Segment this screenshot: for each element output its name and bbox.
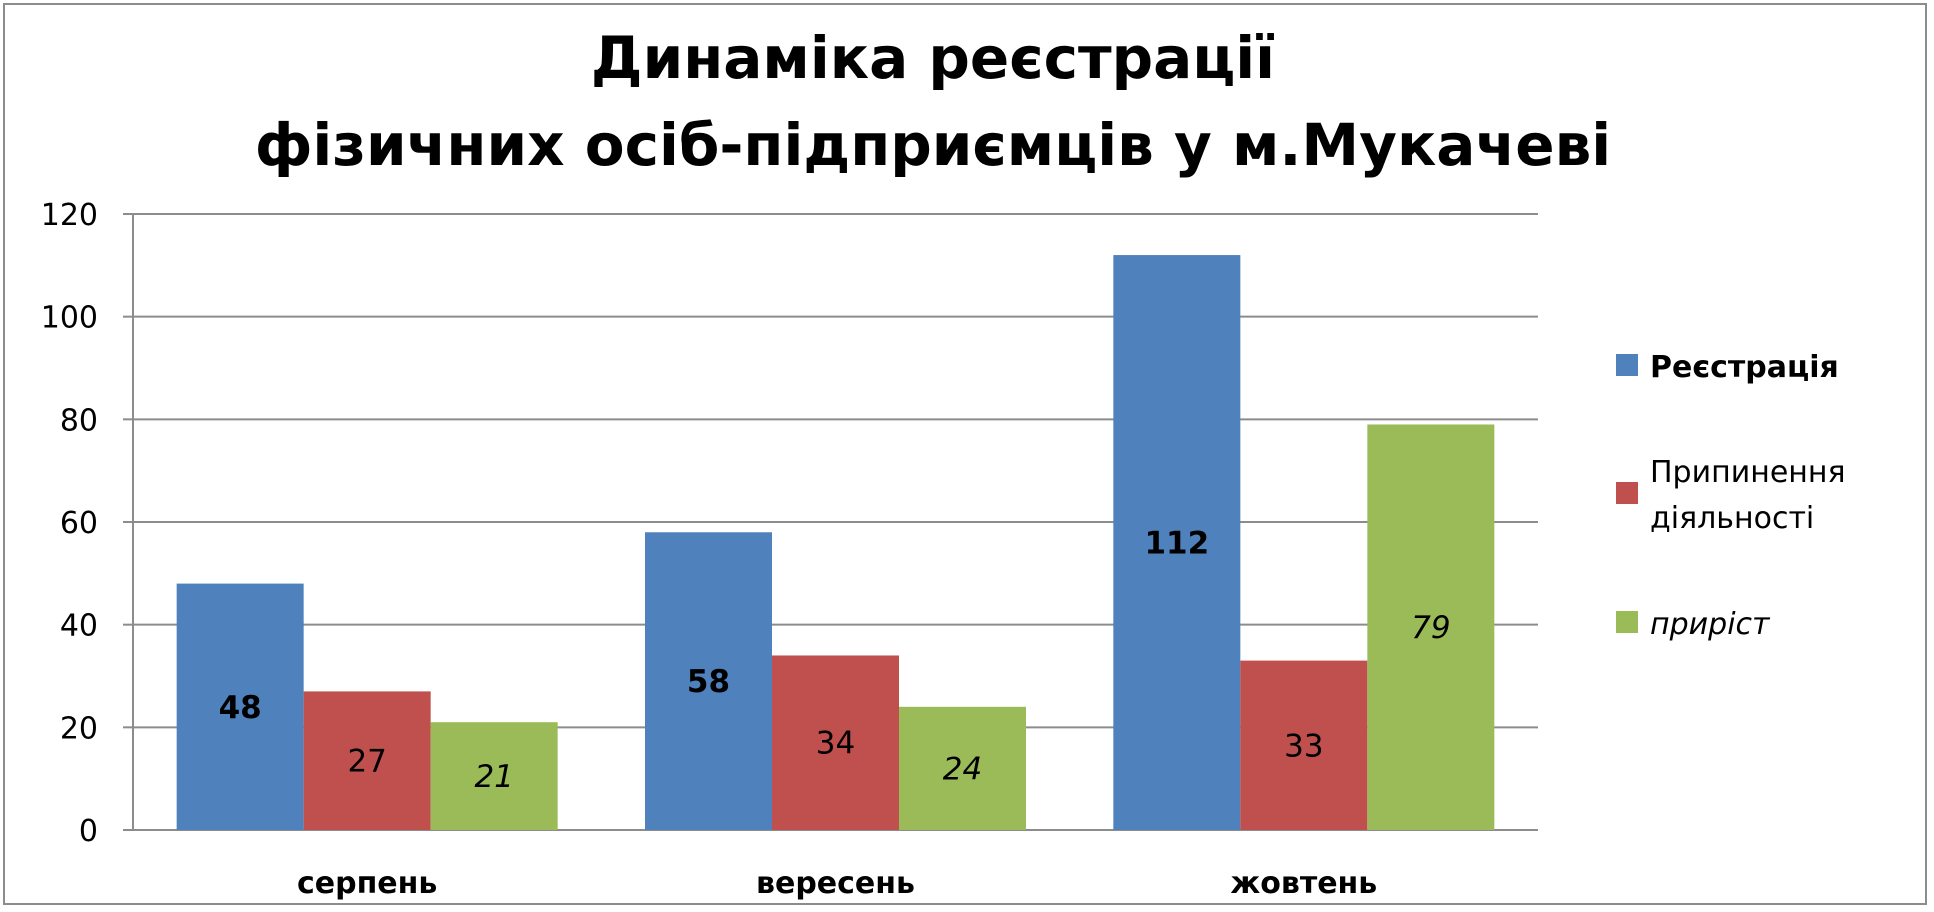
legend-label: Припинення — [1650, 455, 1846, 490]
bar — [899, 706, 1026, 830]
legend-swatch — [1616, 354, 1638, 376]
chart-title-line-1: Динаміка реєстрації — [591, 24, 1275, 92]
y-tick-label: 40 — [60, 609, 98, 644]
bar — [1113, 255, 1241, 831]
legend-label: Реєстрація — [1650, 350, 1839, 385]
bar — [645, 532, 772, 830]
chart-title: Динаміка реєстрації фізичних осіб-підпри… — [255, 24, 1611, 179]
data-label: 27 — [347, 744, 386, 780]
data-label: 79 — [1411, 610, 1450, 646]
y-tick-label: 120 — [41, 198, 98, 233]
y-axis-ticks: 0 20 40 60 80 100 120 — [41, 198, 98, 849]
bar — [430, 722, 558, 830]
x-category-label: жовтень — [1230, 866, 1377, 901]
legend-label: приріст — [1650, 607, 1771, 642]
data-labels: 48 27 21 58 34 24 112 33 79 — [219, 526, 1451, 796]
data-label: 48 — [219, 690, 262, 726]
bar — [176, 583, 304, 830]
bar — [1367, 424, 1495, 830]
legend: Реєстрація Припинення діяльності приріст — [1616, 350, 1846, 642]
data-label: 58 — [687, 664, 730, 700]
data-label: 24 — [943, 751, 982, 787]
y-tick-label: 0 — [79, 814, 98, 849]
chart-title-line-2: фізичних осіб-підприємців у м.Мукачеві — [255, 111, 1611, 179]
legend-swatch — [1616, 611, 1638, 633]
y-tick-label: 100 — [41, 301, 98, 336]
data-label: 34 — [816, 726, 855, 762]
data-label: 33 — [1284, 728, 1323, 764]
y-tick-label: 60 — [60, 506, 98, 541]
bar — [303, 691, 431, 830]
legend-swatch — [1616, 482, 1638, 504]
legend-label: діяльності — [1650, 501, 1814, 536]
y-tick-label: 20 — [60, 711, 98, 746]
x-category-label: серпень — [297, 866, 437, 901]
y-tick-label: 80 — [60, 403, 98, 438]
bars — [176, 255, 1495, 831]
data-label: 21 — [474, 759, 513, 795]
bar — [1240, 660, 1368, 830]
data-label: 112 — [1144, 526, 1209, 562]
bar — [772, 655, 899, 830]
x-axis-categories: серпень вересень жовтень — [297, 866, 1377, 901]
x-category-label: вересень — [756, 866, 915, 901]
